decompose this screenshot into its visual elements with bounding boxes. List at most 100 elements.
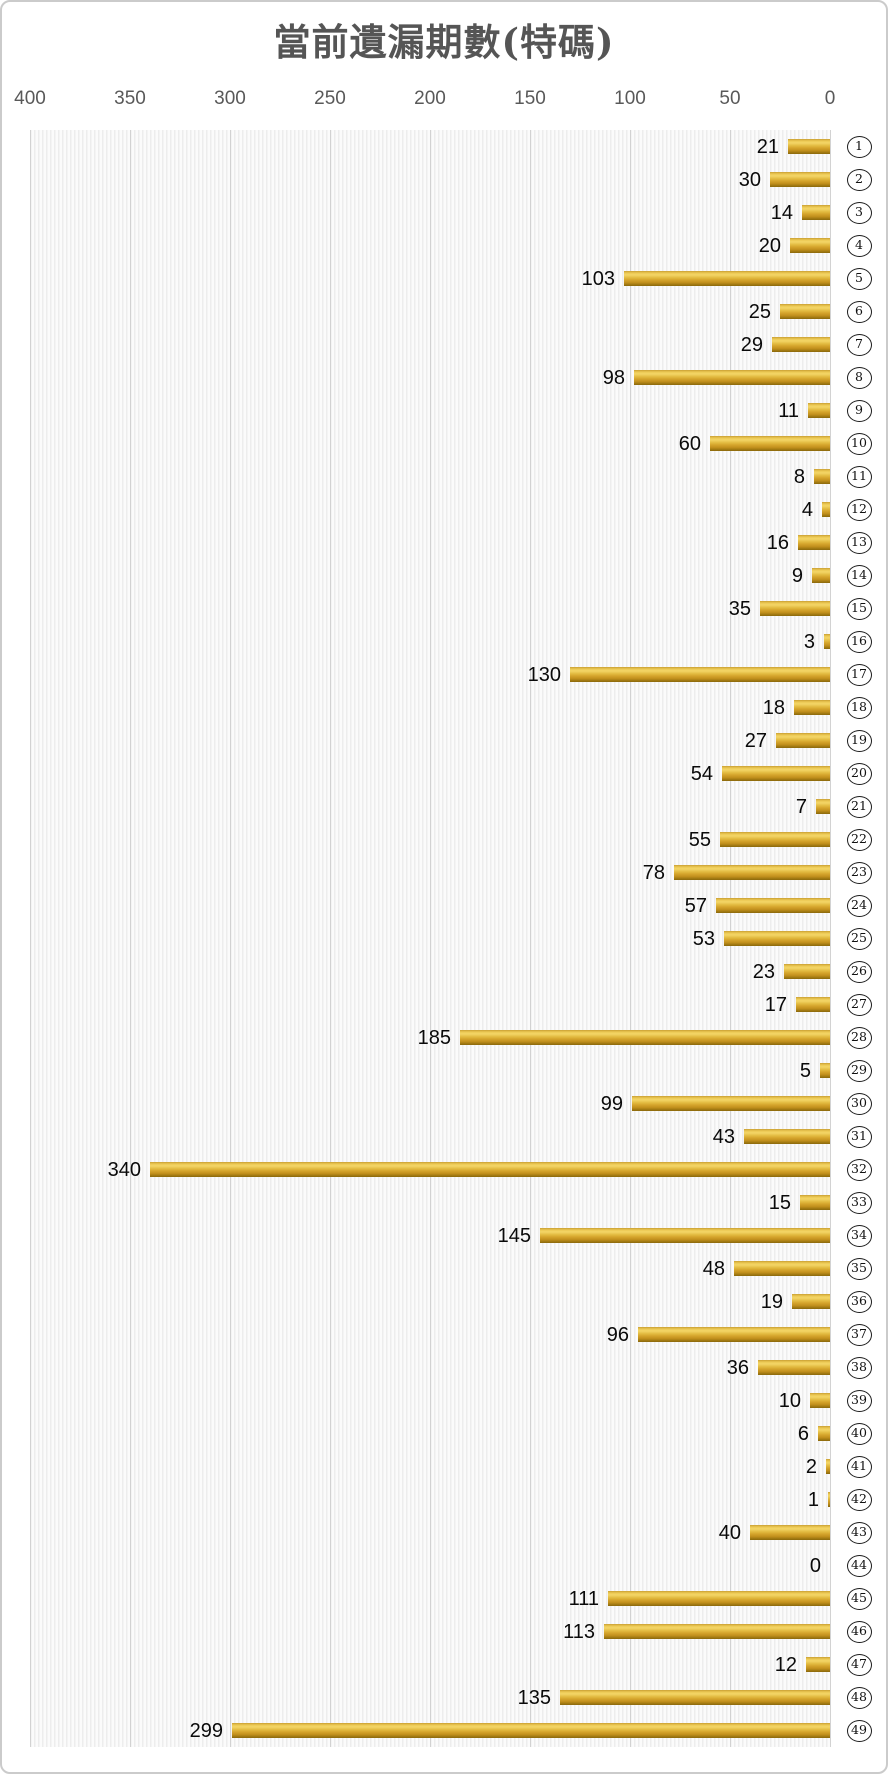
chart-title: 當前遺漏期數(特碼)	[273, 20, 615, 64]
bar-row: 21	[30, 130, 830, 163]
bar-value-label: 113	[563, 1620, 595, 1643]
category-circled-number: 30	[846, 1092, 872, 1115]
bar-row: 1	[30, 1483, 830, 1516]
category-cell: 37	[832, 1318, 886, 1351]
category-cell: 21	[832, 790, 886, 823]
bar-value-label: 23	[752, 960, 775, 983]
category-cell: 31	[832, 1120, 886, 1153]
bar	[716, 898, 830, 913]
category-circled-number: 28	[846, 1026, 872, 1049]
bar	[770, 172, 830, 187]
bar-value-label: 340	[107, 1158, 141, 1181]
category-cell: 20	[832, 757, 886, 790]
category-circled-number: 2	[846, 168, 872, 191]
bar-row: 111	[30, 1582, 830, 1615]
bar-value-label: 43	[712, 1125, 735, 1148]
bar-row: 11	[30, 394, 830, 427]
category-circled-number: 19	[846, 729, 872, 752]
bar	[810, 1393, 830, 1408]
bar-value-label: 103	[581, 267, 615, 290]
bar-value-label: 3	[803, 630, 815, 653]
bar	[758, 1360, 830, 1375]
category-cell: 26	[832, 955, 886, 988]
bar-value-label: 111	[568, 1587, 599, 1610]
bar	[744, 1129, 830, 1144]
category-cell: 17	[832, 658, 886, 691]
bar	[794, 700, 830, 715]
category-axis: 1 2 3 4 5 6 7 8 9 10 11 12 13 14 15 16 17 18 19 20 21 22 23 24 2…	[832, 130, 886, 1747]
bar-row: 40	[30, 1516, 830, 1549]
plot-area: 21 30 14 20 103 25 29 98 11 60 8 4 16 9 35 3 130 18 27 54 7 5…	[30, 130, 831, 1747]
category-circled-number: 42	[846, 1488, 872, 1511]
category-cell: 5	[832, 262, 886, 295]
category-cell: 40	[832, 1417, 886, 1450]
bar-row: 299	[30, 1714, 830, 1747]
bar-value-label: 299	[189, 1719, 223, 1742]
bar-value-label: 78	[642, 861, 665, 884]
bar-row: 57	[30, 889, 830, 922]
category-cell: 13	[832, 526, 886, 559]
bar	[816, 799, 830, 814]
bar-row: 53	[30, 922, 830, 955]
bar-row: 78	[30, 856, 830, 889]
bar	[796, 997, 830, 1012]
bar-value-label: 60	[678, 432, 701, 455]
category-cell: 15	[832, 592, 886, 625]
bar-value-label: 2	[805, 1455, 817, 1478]
bar-value-label: 55	[688, 828, 711, 851]
category-cell: 4	[832, 229, 886, 262]
bar	[674, 865, 830, 880]
major-gridline	[830, 130, 831, 1747]
bar	[560, 1690, 830, 1705]
category-circled-number: 26	[846, 960, 872, 983]
bar	[826, 1459, 830, 1474]
bar	[808, 403, 830, 418]
x-axis-tick-label: 100	[614, 88, 646, 109]
bar	[150, 1162, 830, 1177]
category-circled-number: 36	[846, 1290, 872, 1313]
category-circled-number: 27	[846, 993, 872, 1016]
category-cell: 47	[832, 1648, 886, 1681]
category-cell: 28	[832, 1021, 886, 1054]
bar	[828, 1492, 830, 1507]
bar	[772, 337, 830, 352]
bar-value-label: 6	[797, 1422, 809, 1445]
category-circled-number: 11	[846, 465, 872, 488]
category-cell: 8	[832, 361, 886, 394]
bar	[820, 1063, 830, 1078]
bar-value-label: 130	[527, 663, 561, 686]
category-circled-number: 33	[846, 1191, 872, 1214]
bar-value-label: 16	[766, 531, 789, 554]
bar-value-label: 0	[809, 1554, 821, 1577]
bar-row: 96	[30, 1318, 830, 1351]
bar	[232, 1723, 830, 1738]
bar-row: 55	[30, 823, 830, 856]
category-circled-number: 29	[846, 1059, 872, 1082]
bar-value-label: 14	[770, 201, 793, 224]
bar-row: 113	[30, 1615, 830, 1648]
bar	[800, 1195, 830, 1210]
category-cell: 11	[832, 460, 886, 493]
category-circled-number: 49	[846, 1719, 872, 1742]
category-circled-number: 9	[846, 399, 872, 422]
bar	[760, 601, 830, 616]
bar-row: 23	[30, 955, 830, 988]
major-gridline	[230, 130, 231, 1747]
bar-value-label: 11	[778, 399, 799, 422]
category-circled-number: 46	[846, 1620, 872, 1643]
category-circled-number: 40	[846, 1422, 872, 1445]
category-circled-number: 20	[846, 762, 872, 785]
bar-row: 30	[30, 163, 830, 196]
category-cell: 48	[832, 1681, 886, 1714]
category-circled-number: 41	[846, 1455, 872, 1478]
category-cell: 27	[832, 988, 886, 1021]
category-circled-number: 6	[846, 300, 872, 323]
category-cell: 2	[832, 163, 886, 196]
bar-value-label: 5	[799, 1059, 811, 1082]
bar-row: 98	[30, 361, 830, 394]
x-axis-tick-label: 150	[514, 88, 546, 109]
bar-value-label: 12	[774, 1653, 797, 1676]
bar-value-label: 40	[718, 1521, 741, 1544]
bar	[818, 1426, 830, 1441]
